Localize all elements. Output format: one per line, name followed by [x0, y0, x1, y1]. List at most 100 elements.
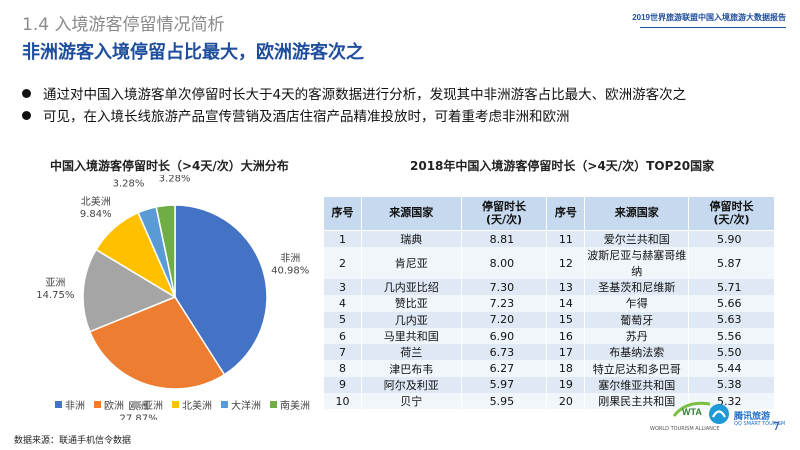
table-row: 4 赞比亚 7.23 14 乍得 5.66	[323, 295, 775, 312]
rank-cell: 20	[546, 393, 586, 410]
pie-slice	[82, 248, 177, 333]
pie-legend: 非洲 欧洲 亚洲 北美洲 大洋洲 南美洲	[55, 397, 319, 412]
rank-cell: 19	[546, 376, 586, 394]
stay-cell: 5.56	[688, 327, 775, 345]
bullet-list: 通过对中国入境游客单次停留时长大于4天的客源数据进行分析，发现其中非洲游客占比最…	[22, 82, 686, 126]
rank-cell: 5	[323, 311, 362, 328]
legend-label: 非洲	[65, 401, 85, 412]
pie-chart-title: 中国入境游客停留时长（>4天/次）大洲分布	[50, 159, 289, 173]
rank-cell: 18	[546, 360, 586, 377]
legend-swatch	[133, 401, 140, 408]
legend-swatch	[270, 401, 277, 408]
country-cell: 爱尔兰共和国	[584, 230, 690, 247]
pie-label: 亚洲	[45, 277, 65, 289]
rank-cell: 14	[546, 295, 586, 312]
country-cell: 塞尔维亚共和国	[584, 376, 690, 394]
stay-cell: 5.87	[688, 247, 775, 279]
bullet-dot-icon	[22, 88, 31, 98]
pie-chart: 非洲40.98%欧洲27.87%亚洲14.75%北美洲9.84%大洋洲3.28%…	[36, 175, 309, 420]
rank-cell: 6	[323, 327, 362, 345]
bullet-item: 可见，在入境长线旅游产品宣传营销及酒店住宿产品精准投放时，可着重考虑非洲和欧洲	[22, 104, 686, 126]
country-cell: 马里共和国	[360, 327, 462, 345]
stay-cell: 5.97	[460, 376, 548, 394]
rank-cell: 8	[323, 360, 362, 377]
pie-value-label: 9.84%	[80, 209, 112, 220]
legend-label: 北美洲	[182, 401, 212, 412]
country-cell: 苏丹	[584, 327, 690, 345]
legend-label: 大洋洲	[231, 401, 261, 412]
stay-cell: 5.38	[688, 376, 775, 394]
headline: 非洲游客入境停留占比最大，欧洲游客次之	[22, 42, 364, 63]
stay-cell: 7.20	[460, 311, 548, 328]
tencent-travel-logo	[709, 404, 729, 424]
table-row: 9 阿尔及利亚 5.97 19 塞尔维亚共和国 5.38	[323, 376, 775, 394]
rank-cell: 13	[546, 279, 586, 296]
country-cell: 津巴布韦	[360, 360, 462, 377]
legend-item: 南美洲	[270, 397, 310, 412]
country-cell: 肯尼亚	[360, 247, 462, 279]
country-cell: 赞比亚	[360, 295, 462, 312]
pie-slice	[155, 204, 176, 298]
col-rank-header: 序号	[323, 196, 362, 231]
rank-cell: 11	[546, 230, 586, 247]
stay-cell: 7.23	[460, 295, 548, 312]
pie-label: 大洋洲	[113, 175, 143, 178]
legend-swatch	[221, 401, 228, 408]
bullet-text: 通过对中国入境游客单次停留时长大于4天的客源数据进行分析，发现其中非洲游客占比最…	[43, 87, 687, 103]
page-number: 7	[773, 420, 780, 433]
rank-cell: 1	[323, 230, 362, 247]
legend-item: 欧洲	[94, 397, 124, 412]
top20-table: 序号 来源国家 停留时长 (天/次) 序号 来源国家 停留时长 (天/次) 1 瑞典 8…	[323, 196, 775, 410]
wta-logo: WTA	[672, 401, 711, 417]
stay-cell: 8.81	[460, 230, 548, 247]
wta-logo-text: WTA	[682, 407, 702, 417]
legend-label: 亚洲	[143, 401, 163, 412]
col-country-header: 来源国家	[360, 196, 462, 231]
legend-swatch	[55, 401, 62, 408]
rank-cell: 9	[323, 376, 362, 394]
table-row: 6 马里共和国 6.90 16 苏丹 5.56	[323, 327, 775, 345]
tencent-travel-logo-caption: QQ SMART TOURISM	[734, 421, 786, 427]
rank-cell: 2	[323, 247, 362, 279]
pie-label: 非洲	[280, 252, 300, 264]
stay-cell: 7.30	[460, 279, 548, 296]
legend-item: 亚洲	[133, 397, 163, 412]
col-stay-header-line1: 停留时长	[709, 199, 754, 213]
country-cell: 布基纳法索	[584, 344, 690, 361]
legend-label: 南美洲	[280, 401, 310, 412]
stay-cell: 5.44	[688, 360, 775, 377]
table-title: 2018年中国入境游客停留时长（>4天/次）TOP20国家	[410, 159, 715, 173]
pie-label: 北美洲	[81, 195, 111, 208]
table-row: 10 贝宁 5.95 20 刚果民主共和国 5.32	[323, 393, 775, 410]
rank-cell: 7	[323, 344, 362, 361]
pie-value-label: 3.28%	[113, 179, 145, 190]
country-cell: 几内亚	[360, 311, 462, 328]
section-title: 1.4 入境游客停留情况简析	[22, 15, 225, 35]
col-stay-header-line1: 停留时长	[482, 199, 527, 213]
bullet-text: 可见，在入境长线旅游产品宣传营销及酒店住宿产品精准投放时，可着重考虑非洲和欧洲	[43, 109, 570, 125]
legend-item: 非洲	[55, 397, 85, 412]
pie-value-label: 14.75%	[36, 290, 74, 301]
table-row: 2 肯尼亚 8.00 12 波斯尼亚与赫塞哥维纳 5.87	[323, 247, 775, 279]
stay-cell: 5.63	[688, 311, 775, 328]
country-cell: 乍得	[584, 295, 690, 312]
wta-logo-caption: WORLD TOURISM ALLIANCE	[650, 426, 720, 432]
country-cell: 特立尼达和多巴哥	[584, 360, 690, 377]
stay-cell: 5.50	[688, 344, 775, 361]
pie-value-label: 27.87%	[119, 413, 157, 420]
country-cell: 荷兰	[360, 344, 462, 361]
rank-cell: 15	[546, 311, 586, 328]
table-row: 7 荷兰 6.73 17 布基纳法索 5.50	[323, 344, 775, 361]
col-stay-header-line2: (天/次)	[713, 212, 750, 226]
country-cell: 几内亚比绍	[360, 279, 462, 296]
col-country-header: 来源国家	[584, 196, 690, 231]
rank-cell: 4	[323, 295, 362, 312]
rank-cell: 17	[546, 344, 586, 361]
legend-item: 北美洲	[172, 397, 212, 412]
country-cell: 贝宁	[360, 393, 462, 410]
table-header-row: 序号 来源国家 停留时长 (天/次) 序号 来源国家 停留时长 (天/次)	[323, 196, 775, 231]
stay-cell: 6.90	[460, 327, 548, 345]
country-cell: 波斯尼亚与赫塞哥维纳	[584, 247, 690, 279]
col-stay-header: 停留时长 (天/次)	[688, 196, 775, 231]
legend-label: 欧洲	[104, 401, 124, 412]
